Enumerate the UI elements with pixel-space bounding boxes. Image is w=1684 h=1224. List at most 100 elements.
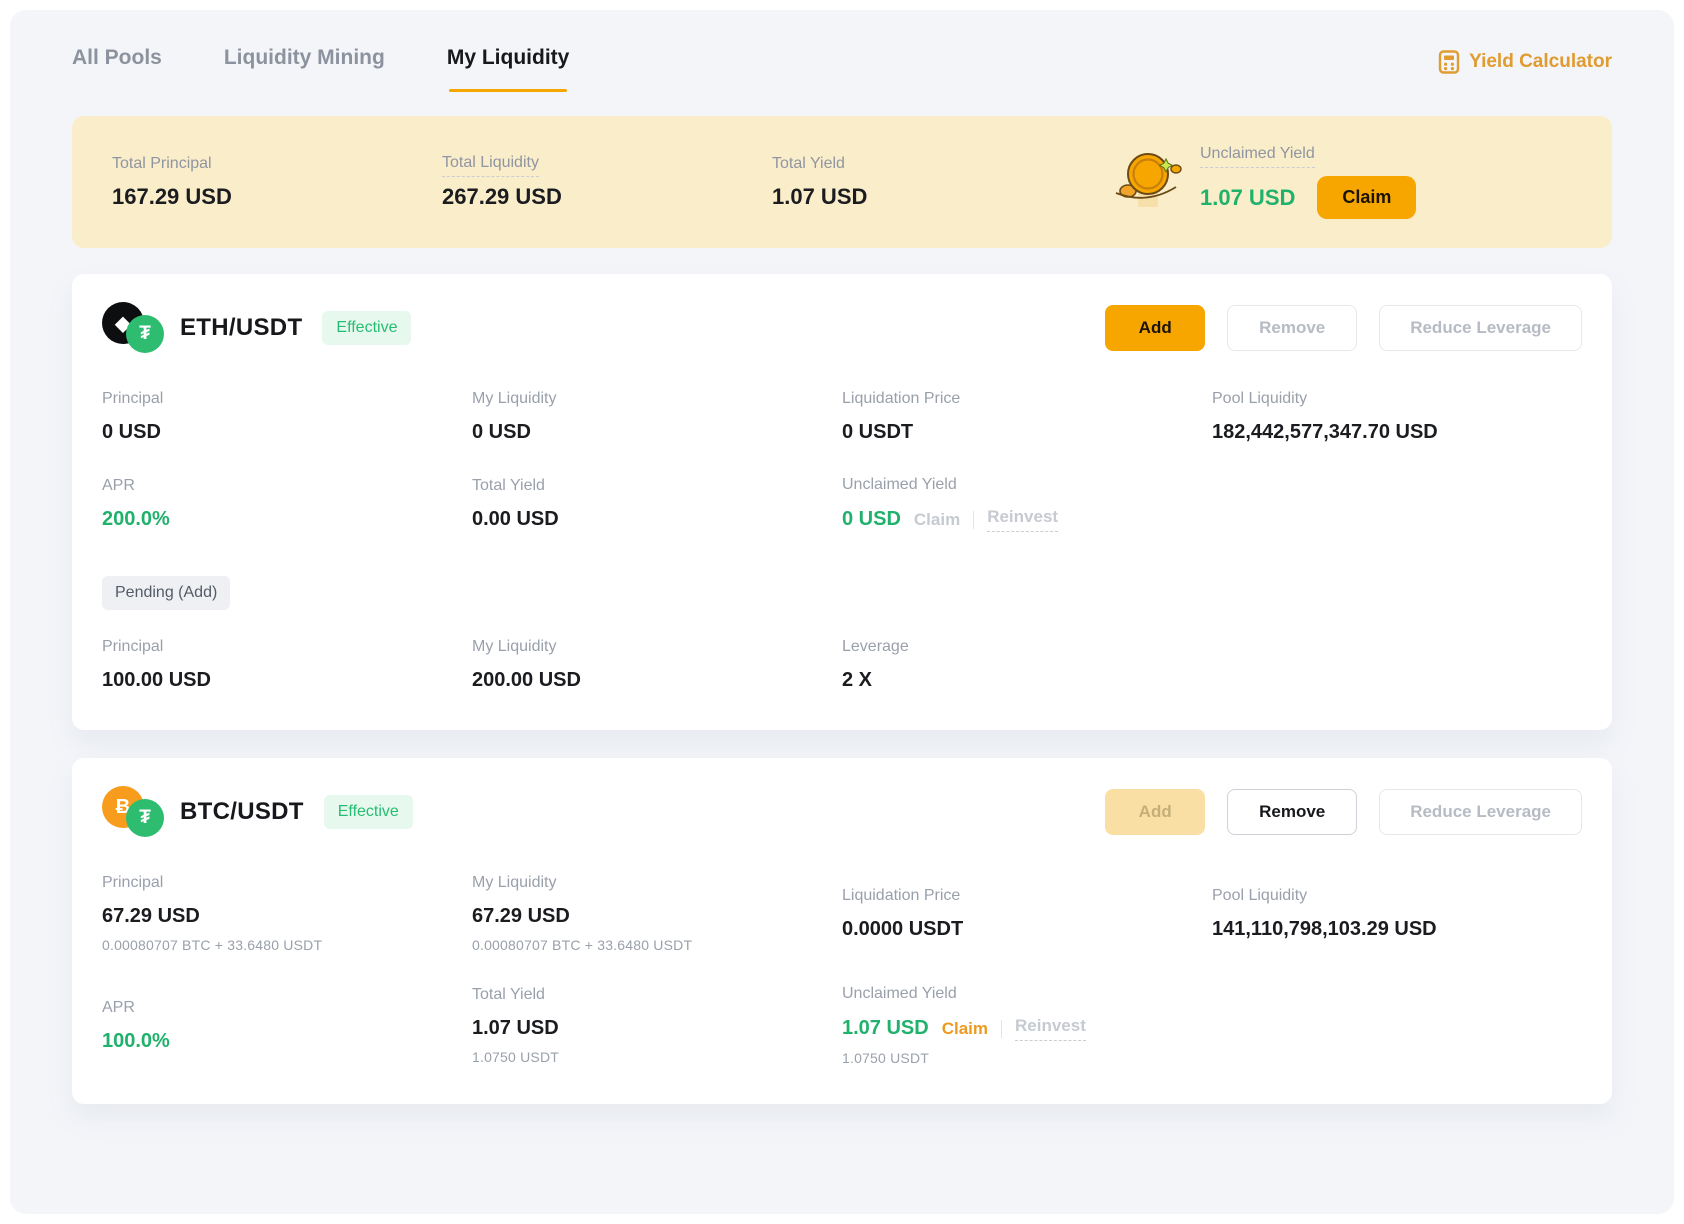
apr-field: APR 200.0% [102, 477, 472, 531]
pending-leverage-field: Leverage 2 X [842, 638, 1212, 692]
my-liquidity-value: 67.29 USD [472, 905, 570, 927]
principal-sub-value: 0.00080707 BTC + 33.6480 USDT [102, 937, 323, 953]
liquidation-price-value: 0 USDT [842, 421, 914, 443]
reduce-leverage-button[interactable]: Reduce Leverage [1379, 305, 1582, 351]
pending-my-liquidity-value: 200.00 USD [472, 669, 581, 691]
my-liquidity-sub-value: 0.00080707 BTC + 33.6480 USDT [472, 937, 693, 953]
add-button[interactable]: Add [1105, 789, 1206, 835]
tab-my-liquidity[interactable]: My Liquidity [447, 46, 569, 92]
my-liquidity-label: My Liquidity [472, 390, 557, 407]
total-yield-label: Total Yield [772, 154, 845, 172]
total-liquidity-value: 267.29 USD [442, 184, 562, 209]
add-button[interactable]: Add [1105, 305, 1206, 351]
unclaimed-yield-sub-value: 1.0750 USDT [842, 1050, 930, 1066]
my-liquidity-field: My Liquidity 0 USD [472, 390, 842, 444]
total-principal-value: 167.29 USD [112, 183, 232, 209]
my-liquidity-label: My Liquidity [472, 874, 557, 891]
liquidity-panel: All Pools Liquidity Mining My Liquidity … [10, 10, 1674, 1214]
liquidation-price-label: Liquidation Price [842, 886, 961, 904]
pending-leverage-value: 2 X [842, 669, 873, 691]
total-yield-label: Total Yield [472, 986, 545, 1003]
reinvest-link[interactable]: Reinvest [1015, 1016, 1086, 1041]
yield-calculator-button[interactable]: Yield Calculator [1438, 46, 1612, 74]
pool-liquidity-field: Pool Liquidity 141,110,798,103.29 USD [1212, 887, 1582, 941]
reduce-leverage-button[interactable]: Reduce Leverage [1379, 789, 1582, 835]
my-liquidity-field: My Liquidity 67.29 USD 0.00080707 BTC + … [472, 874, 842, 953]
total-yield-field: Total Yield 1.07 USD 1.0750 USDT [472, 986, 842, 1065]
usdt-icon: ₮ [126, 315, 164, 353]
principal-field: Principal 0 USD [102, 390, 472, 444]
total-principal-stat: Total Principal 167.29 USD [112, 155, 442, 210]
principal-label: Principal [102, 874, 164, 891]
claim-button[interactable]: Claim [1317, 176, 1417, 219]
pending-my-liquidity-field: My Liquidity 200.00 USD [472, 638, 842, 692]
pending-add-badge: Pending (Add) [102, 576, 231, 610]
status-badge: Effective [323, 795, 413, 829]
liquidation-price-value: 0.0000 USDT [842, 917, 964, 940]
pending-my-liquidity-label: My Liquidity [472, 638, 557, 655]
unclaimed-yield-value: 1.07 USD [1200, 184, 1296, 210]
unclaimed-yield-label: Unclaimed Yield [1200, 145, 1315, 168]
remove-button[interactable]: Remove [1227, 305, 1358, 351]
yield-calculator-label: Yield Calculator [1469, 51, 1612, 72]
total-yield-sub-value: 1.0750 USDT [472, 1049, 560, 1065]
pending-principal-value: 100.00 USD [102, 669, 211, 691]
liquidation-price-label: Liquidation Price [842, 390, 961, 407]
total-yield-label: Total Yield [472, 477, 545, 494]
total-yield-value: 1.07 USD [472, 1017, 559, 1039]
principal-field: Principal 67.29 USD 0.00080707 BTC + 33.… [102, 874, 472, 953]
summary-banner: Total Principal 167.29 USD Total Liquidi… [72, 116, 1612, 248]
total-yield-value: 1.07 USD [772, 183, 868, 209]
unclaimed-yield-field: Unclaimed Yield 0 USD Claim Reinvest [842, 476, 1212, 532]
apr-field: APR 100.0% [102, 999, 472, 1053]
apr-label: APR [102, 998, 135, 1016]
claim-link[interactable]: Claim [941, 1018, 989, 1038]
apr-value: 200.0% [102, 508, 170, 530]
unclaimed-yield-stat: Unclaimed Yield 1.07 USD Claim [1200, 145, 1417, 219]
pool-liquidity-value: 141,110,798,103.29 USD [1212, 917, 1437, 940]
principal-value: 0 USD [102, 421, 161, 443]
divider [1001, 1019, 1003, 1038]
pair-name: BTC/USDT [180, 798, 304, 825]
total-yield-stat: Total Yield 1.07 USD [772, 155, 1084, 210]
reinvest-link[interactable]: Reinvest [987, 507, 1059, 532]
coin-yield-icon [1115, 153, 1182, 207]
divider [973, 510, 975, 529]
apr-label: APR [102, 477, 135, 494]
tab-all-pools[interactable]: All Pools [72, 46, 162, 69]
pair-icons: ◆ ₮ [102, 302, 166, 354]
pending-principal-field: Principal 100.00 USD [102, 638, 472, 692]
claim-link[interactable]: Claim [913, 509, 961, 529]
unclaimed-yield-label: Unclaimed Yield [842, 476, 957, 493]
tab-liquidity-mining[interactable]: Liquidity Mining [223, 46, 385, 69]
apr-value: 100.0% [102, 1029, 170, 1052]
pool-liquidity-value: 182,442,577,347.70 USD [1212, 421, 1438, 443]
pool-card-btc-usdt: Ƀ ₮ BTC/USDT Effective Add Remove Reduce… [72, 758, 1612, 1104]
liquidation-price-field: Liquidation Price 0 USDT [842, 390, 1212, 444]
unclaimed-yield-field: Unclaimed Yield 1.07 USD Claim Reinvest … [842, 985, 1212, 1066]
my-liquidity-value: 0 USD [472, 421, 531, 443]
unclaimed-yield-value: 1.07 USD [842, 1017, 929, 1039]
unclaimed-yield-label: Unclaimed Yield [842, 985, 957, 1002]
usdt-icon: ₮ [126, 799, 164, 837]
calculator-icon [1438, 50, 1460, 74]
remove-button[interactable]: Remove [1227, 789, 1358, 835]
total-liquidity-stat: Total Liquidity 267.29 USD [442, 154, 772, 210]
total-liquidity-label: Total Liquidity [442, 154, 539, 177]
principal-label: Principal [102, 390, 164, 407]
pool-liquidity-field: Pool Liquidity 182,442,577,347.70 USD [1212, 390, 1582, 444]
pool-card-eth-usdt: ◆ ₮ ETH/USDT Effective Add Remove Reduce… [72, 274, 1612, 730]
liquidation-price-field: Liquidation Price 0.0000 USDT [842, 887, 1212, 941]
total-principal-label: Total Principal [112, 154, 212, 172]
pending-leverage-label: Leverage [842, 638, 909, 655]
pair-name: ETH/USDT [180, 314, 303, 341]
pool-liquidity-label: Pool Liquidity [1212, 886, 1308, 904]
total-yield-field: Total Yield 0.00 USD [472, 477, 842, 531]
principal-value: 67.29 USD [102, 905, 200, 927]
pool-liquidity-label: Pool Liquidity [1212, 390, 1308, 407]
unclaimed-yield-value: 0 USD [842, 508, 901, 530]
tab-bar: All Pools Liquidity Mining My Liquidity … [72, 46, 1612, 92]
pending-principal-label: Principal [102, 638, 164, 655]
status-badge: Effective [322, 311, 412, 345]
total-yield-value: 0.00 USD [472, 508, 559, 530]
